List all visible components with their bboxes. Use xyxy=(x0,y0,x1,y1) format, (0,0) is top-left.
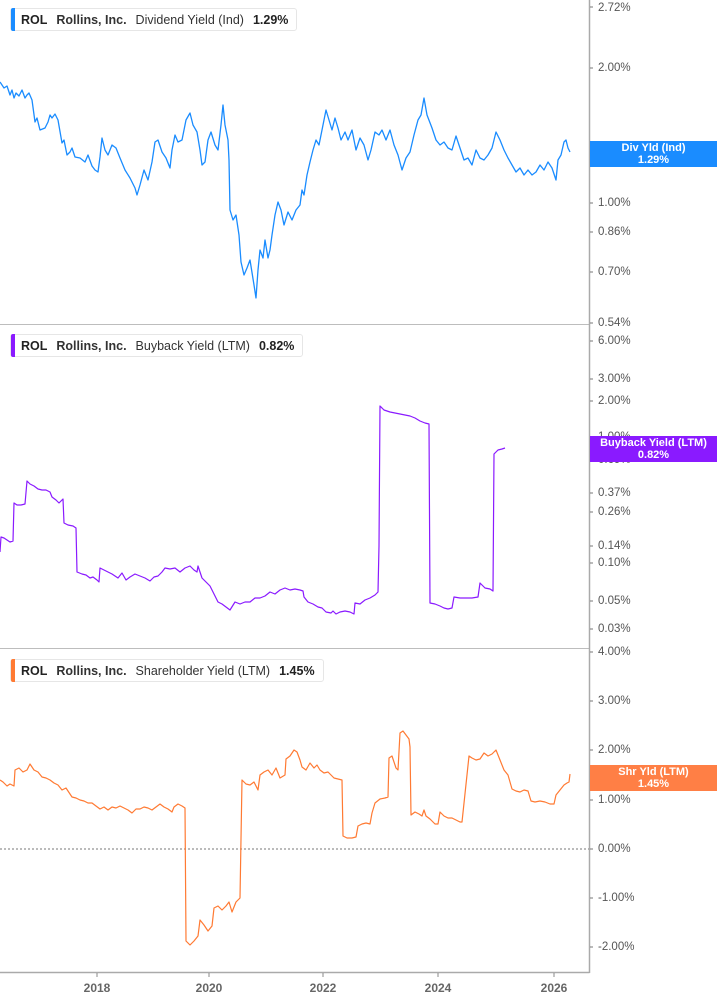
y-tick-label: 1.00% xyxy=(598,197,631,209)
badge-label: Buyback Yield (LTM) xyxy=(600,437,707,449)
badge-label: Shr Yld (LTM) xyxy=(618,766,689,778)
y-tick-label: 2.00% xyxy=(598,62,631,74)
y-tick-label: 1.00% xyxy=(598,794,631,806)
legend-color-swatch xyxy=(11,659,15,682)
legend-dividend-yield[interactable]: ROL Rollins, Inc. Dividend Yield (Ind) 1… xyxy=(10,8,298,31)
badge-value: 0.82% xyxy=(637,449,670,461)
x-tick-label: 2020 xyxy=(195,981,223,995)
legend-value: 1.29% xyxy=(252,12,289,27)
legend-company: Rollins, Inc. xyxy=(56,12,127,27)
x-tick-label: 2018 xyxy=(83,981,111,995)
y-tick-label: 6.00% xyxy=(598,335,631,347)
y-tick-label: 0.37% xyxy=(598,487,631,499)
legend-company: Rollins, Inc. xyxy=(56,663,127,678)
dividend-yield-line xyxy=(0,81,571,299)
x-tick-label: 2026 xyxy=(540,981,568,995)
y-tick-label: 3.00% xyxy=(598,695,631,707)
buyback-yield-line xyxy=(0,405,506,615)
legend-ticker: ROL xyxy=(21,12,48,27)
badge-value: 1.29% xyxy=(637,154,670,166)
legend-buyback-yield[interactable]: ROL Rollins, Inc. Buyback Yield (LTM) 0.… xyxy=(10,334,304,357)
legend-ticker: ROL xyxy=(21,663,48,678)
y-tick-label: 0.03% xyxy=(598,623,631,635)
badge-label: Div Yld (Ind) xyxy=(621,142,686,154)
y-tick-label: 4.00% xyxy=(598,646,631,658)
x-tick-label: 2022 xyxy=(309,981,337,995)
legend-color-swatch xyxy=(11,334,15,357)
y-tick-label: 2.00% xyxy=(598,744,631,756)
dividend-yield-badge: Div Yld (Ind) 1.29% xyxy=(590,141,717,167)
y-tick-label: 2.00% xyxy=(598,395,631,407)
badge-value: 1.45% xyxy=(637,778,670,790)
buyback-yield-badge: Buyback Yield (LTM) 0.82% xyxy=(590,436,717,462)
y-tick-label: 0.54% xyxy=(598,317,631,329)
legend-value: 1.45% xyxy=(279,663,315,678)
legend-shareholder-yield[interactable]: ROL Rollins, Inc. Shareholder Yield (LTM… xyxy=(10,659,324,682)
y-tick-label: 0.05% xyxy=(598,595,631,607)
legend-ticker: ROL xyxy=(21,338,48,353)
shareholder-yield-line xyxy=(0,730,571,946)
y-tick-label: 0.00% xyxy=(598,843,631,855)
y-tick-label: 0.26% xyxy=(598,506,631,518)
x-tick-marks xyxy=(96,973,555,977)
legend-metric: Shareholder Yield (LTM) xyxy=(135,663,271,678)
y-tick-label: 0.14% xyxy=(598,540,631,552)
legend-metric: Dividend Yield (Ind) xyxy=(135,12,244,27)
y-tick-label: 0.86% xyxy=(598,226,631,238)
y-tick-label: -2.00% xyxy=(598,941,635,953)
y-tick-label: -1.00% xyxy=(598,892,635,904)
shareholder-yield-badge: Shr Yld (LTM) 1.45% xyxy=(590,765,717,791)
y-tick-label: 2.72% xyxy=(598,2,631,14)
y-tick-label: 0.10% xyxy=(598,557,631,569)
legend-company: Rollins, Inc. xyxy=(56,338,127,353)
legend-color-swatch xyxy=(11,8,15,31)
legend-metric: Buyback Yield (LTM) xyxy=(135,338,250,353)
y-tick-label: 3.00% xyxy=(598,373,631,385)
legend-value: 0.82% xyxy=(258,338,295,353)
y-tick-label: 0.70% xyxy=(598,266,631,278)
x-tick-label: 2024 xyxy=(424,981,452,995)
